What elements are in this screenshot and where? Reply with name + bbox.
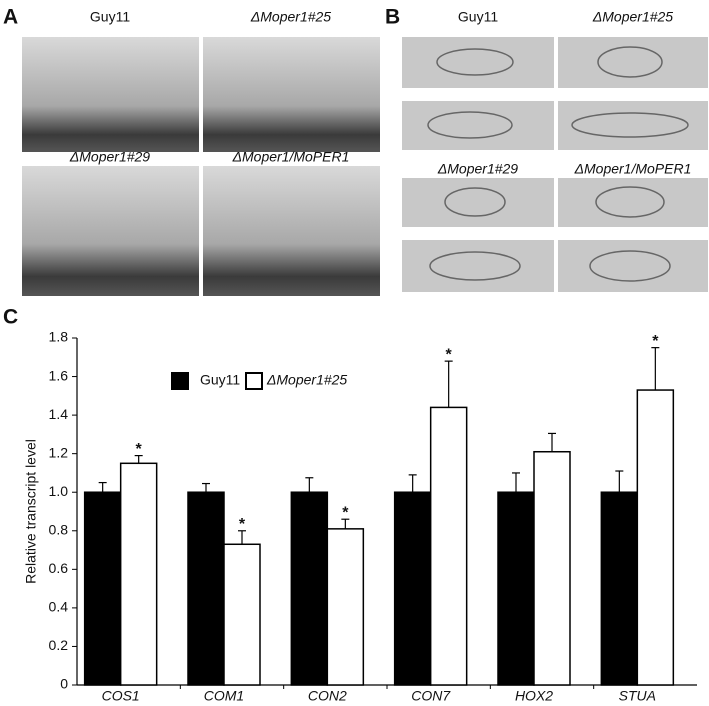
y-tick-label: 1.6: [49, 367, 69, 383]
photo: [22, 166, 199, 296]
bar: [83, 491, 122, 686]
photo-label: Guy11: [458, 9, 498, 25]
photo-label: ΔMoper1#29: [437, 161, 518, 177]
x-tick-label: COS1: [102, 688, 140, 704]
photo: [203, 166, 380, 296]
y-tick-label: 1.4: [49, 406, 69, 422]
bar: [326, 528, 365, 686]
y-tick-label: 0.4: [49, 599, 69, 615]
photo-label: ΔMoper1/MoPER1: [232, 149, 350, 165]
y-tick-label: 0.6: [49, 560, 69, 576]
bar: [119, 462, 158, 686]
bar: [290, 491, 329, 686]
x-tick-label: CON7: [411, 688, 451, 704]
legend-label: Guy11: [200, 372, 240, 388]
x-tick-label: HOX2: [515, 688, 553, 704]
cell-images: [402, 37, 708, 292]
bar: [187, 491, 225, 686]
bar: [533, 450, 571, 686]
x-tick-label: COM1: [204, 688, 244, 704]
panel-letter: A: [3, 6, 18, 29]
panel-letter: C: [3, 306, 18, 329]
y-tick-label: 1.2: [49, 444, 69, 460]
legend-label: ΔMoper1#25: [266, 372, 347, 388]
panel-letter: B: [385, 6, 400, 29]
bar: [223, 543, 261, 686]
photo-label: ΔMoper1#25: [592, 9, 673, 25]
photo-label: ΔMoper1/MoPER1: [574, 161, 692, 177]
photo-label: Guy11: [90, 9, 130, 25]
significance: *: [239, 516, 246, 533]
photo-label: ΔMoper1#25: [250, 9, 331, 25]
micrographs: [22, 37, 708, 296]
bar: [600, 491, 639, 686]
photo-label: ΔMoper1#29: [69, 149, 150, 165]
y-tick-label: 0.2: [49, 637, 69, 653]
significance: *: [136, 441, 143, 458]
y-tick-label: 1.8: [49, 329, 69, 345]
y-tick-label: 0.8: [49, 521, 69, 537]
bar: [636, 389, 675, 686]
bar: [429, 406, 468, 686]
photo: [22, 37, 199, 152]
legend-swatch: [245, 372, 263, 390]
x-tick-label: STUA: [619, 688, 656, 704]
y-tick-label: 0: [60, 676, 68, 692]
y-tick-label: 1.0: [49, 483, 69, 499]
significance: *: [446, 346, 453, 363]
photo: [203, 37, 380, 152]
bar: [393, 491, 432, 686]
significance: *: [652, 333, 659, 350]
y-axis-label: Relative transcript level: [23, 439, 39, 584]
x-tick-label: CON2: [308, 688, 347, 704]
significance: *: [342, 504, 349, 521]
legend-swatch: [171, 372, 189, 390]
bar: [497, 491, 535, 686]
